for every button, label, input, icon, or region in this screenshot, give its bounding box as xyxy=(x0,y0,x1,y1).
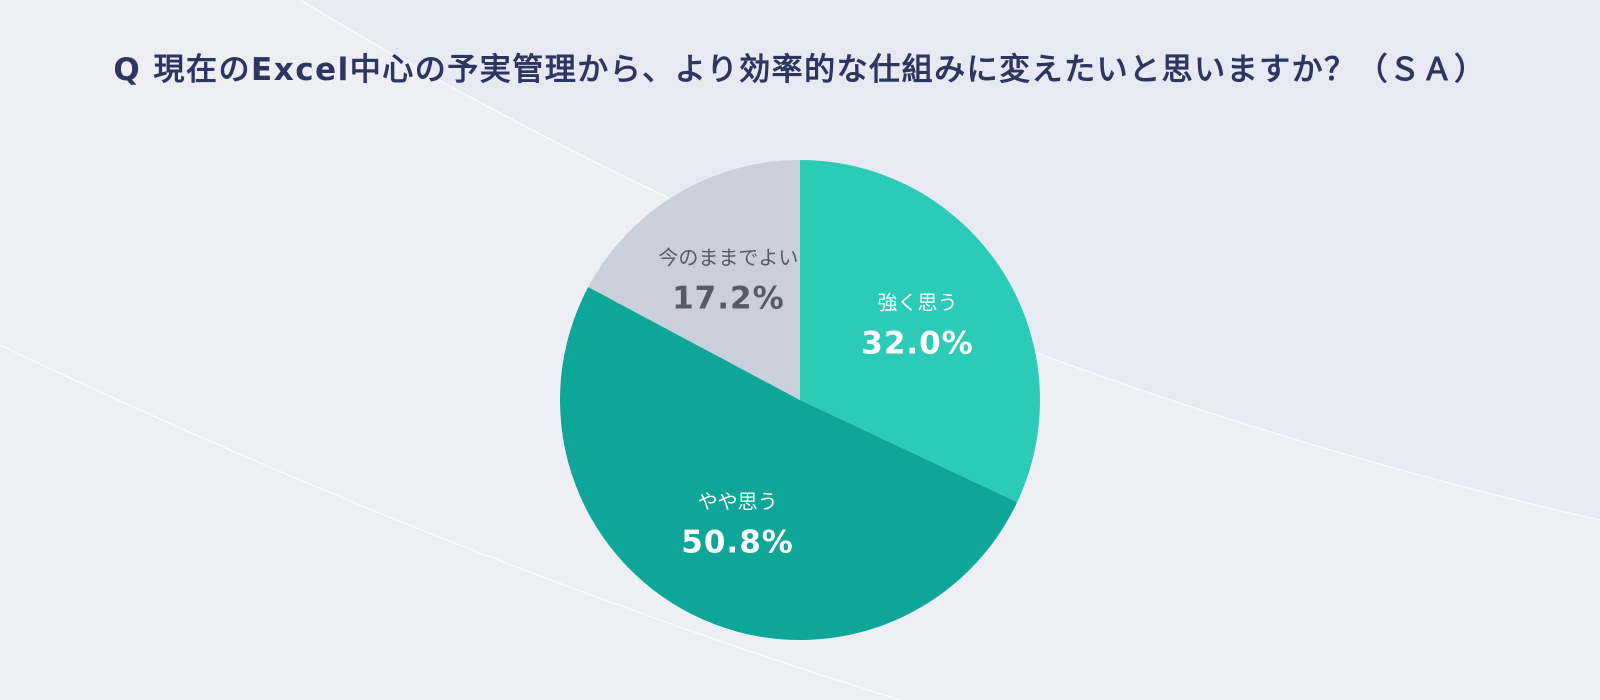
pie-slice-0 xyxy=(800,160,1041,503)
chart-title: Q 現在のExcel中心の予実管理から、より効率的な仕組みに変えたいと思いますか… xyxy=(113,52,1487,88)
pie-slice-label-2: 今のままでよい xyxy=(658,246,798,270)
pie-slice-2 xyxy=(588,160,800,400)
pie-slice-label-0: 強く思う xyxy=(878,290,958,314)
pie-slice-label-1: やや思う xyxy=(698,489,778,513)
pie-slice-1 xyxy=(560,287,1018,640)
pie-slice-value-2: 17.2% xyxy=(672,281,785,317)
background-curve-line-lower xyxy=(0,344,901,700)
pie-slice-value-1: 50.8% xyxy=(681,524,794,560)
pie-slice-value-0: 32.0% xyxy=(861,325,974,361)
